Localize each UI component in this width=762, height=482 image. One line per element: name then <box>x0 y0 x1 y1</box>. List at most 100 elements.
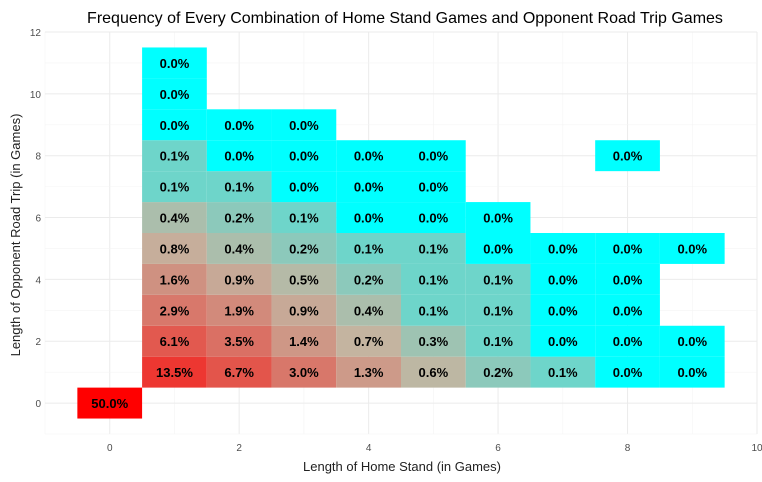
heatmap-cell <box>271 325 337 357</box>
cell-value-label: 0.4% <box>354 303 384 318</box>
heatmap-cell <box>336 233 401 264</box>
heatmap-cell <box>271 294 337 326</box>
x-tick-label: 4 <box>366 443 372 454</box>
heatmap-cell <box>206 171 272 203</box>
heatmap-cell <box>142 263 207 295</box>
cell-value-label: 0.0% <box>677 241 707 256</box>
cell-value-label: 0.0% <box>483 211 513 226</box>
cell-value-label: 3.0% <box>289 365 319 380</box>
heatmap-cells <box>77 47 725 419</box>
y-tick-label: 10 <box>30 90 42 101</box>
x-axis-ticks: 0 2 4 6 8 10 <box>107 443 762 454</box>
cell-value-label: 0.0% <box>548 272 578 287</box>
heatmap-cell <box>401 233 466 264</box>
heatmap-cell <box>659 356 725 388</box>
y-axis-title: Length of Opponent Road Trip (in Games) <box>8 114 23 357</box>
cell-value-label: 0.1% <box>289 211 319 226</box>
heatmap-cell <box>142 325 207 357</box>
cell-value-label: 6.7% <box>224 365 254 380</box>
heatmap-cell <box>595 294 660 326</box>
heatmap-cell <box>595 233 660 264</box>
heatmap-cell <box>465 263 531 295</box>
heatmap-cell <box>465 356 531 388</box>
heatmap-cell <box>659 233 725 264</box>
cell-value-label: 0.0% <box>289 180 319 195</box>
heatmap-cell <box>206 109 272 141</box>
cell-value-label: 1.6% <box>160 272 190 287</box>
cell-value-label: 0.1% <box>419 303 449 318</box>
cell-value-label: 0.6% <box>419 365 449 380</box>
heatmap-cell <box>465 202 531 233</box>
heatmap-cell <box>142 47 207 79</box>
cell-value-label: 0.1% <box>419 241 449 256</box>
heatmap-cell <box>142 233 207 264</box>
heatmap-cell <box>271 356 337 388</box>
cell-value-label: 0.0% <box>289 118 319 133</box>
heatmap-cell <box>595 140 660 172</box>
cell-value-label: 0.0% <box>160 56 190 71</box>
heatmap-cell <box>530 233 596 264</box>
y-tick-label: 8 <box>35 152 41 163</box>
cell-value-label: 0.0% <box>613 365 643 380</box>
x-tick-label: 2 <box>236 443 242 454</box>
cell-value-label: 0.0% <box>224 149 254 164</box>
heatmap-cell <box>271 263 337 295</box>
cell-value-label: 0.1% <box>224 180 254 195</box>
cell-value-label: 0.1% <box>160 180 190 195</box>
heatmap-cell <box>271 202 337 233</box>
heatmap-cell <box>142 171 207 203</box>
heatmap-cell <box>142 356 207 388</box>
cell-value-label: 6.1% <box>160 334 190 349</box>
cell-value-label: 0.0% <box>160 118 190 133</box>
cell-value-label: 50.0% <box>91 396 128 411</box>
cell-value-label: 0.0% <box>354 180 384 195</box>
cell-value-label: 0.0% <box>548 303 578 318</box>
heatmap-cell <box>401 140 466 172</box>
cell-value-label: 0.5% <box>289 272 319 287</box>
cell-value-label: 0.2% <box>483 365 513 380</box>
heatmap-cell <box>336 202 401 233</box>
cell-value-label: 0.1% <box>419 272 449 287</box>
y-tick-label: 4 <box>35 275 41 286</box>
x-tick-label: 8 <box>625 443 631 454</box>
cell-value-label: 0.7% <box>354 334 384 349</box>
cell-value-label: 0.0% <box>548 334 578 349</box>
x-tick-label: 10 <box>751 443 762 454</box>
heatmap-cell <box>530 356 596 388</box>
cell-value-label: 0.1% <box>483 334 513 349</box>
heatmap-cell <box>336 140 401 172</box>
cell-value-label: 2.9% <box>160 303 190 318</box>
heatmap-cell <box>77 387 143 419</box>
heatmap-cell <box>206 140 272 172</box>
y-tick-label: 6 <box>35 214 41 225</box>
heatmap-cell <box>142 140 207 172</box>
cell-value-label: 0.0% <box>483 241 513 256</box>
cell-value-label: 0.0% <box>613 241 643 256</box>
heatmap-cell <box>659 325 725 357</box>
heatmap-cell <box>271 233 337 264</box>
heatmap-cell <box>271 109 337 141</box>
cell-value-label: 0.1% <box>483 272 513 287</box>
cell-value-label: 0.4% <box>224 241 254 256</box>
heatmap-cell <box>336 325 401 357</box>
cell-labels: 50.0% 13.5% 6.7% 3.0% 1.3% 0.6% 0.2% 0.1% 0.0% 0.… <box>91 56 707 411</box>
heatmap-cell <box>401 171 466 203</box>
cell-value-label: 1.3% <box>354 365 384 380</box>
cell-value-label: 0.0% <box>548 241 578 256</box>
cell-value-label: 0.8% <box>160 241 190 256</box>
heatmap-cell <box>465 233 531 264</box>
heatmap-cell <box>142 202 207 233</box>
heatmap-cell <box>595 356 660 388</box>
heatmap-cell <box>206 325 272 357</box>
cell-value-label: 0.4% <box>160 211 190 226</box>
cell-value-label: 0.2% <box>354 272 384 287</box>
heatmap-cell <box>271 171 337 203</box>
x-tick-label: 6 <box>495 443 501 454</box>
heatmap-cell <box>142 109 207 141</box>
cell-value-label: 1.9% <box>224 303 254 318</box>
heatmap-cell <box>206 233 272 264</box>
heatmap-cell <box>401 263 466 295</box>
heatmap-cell <box>530 325 596 357</box>
heatmap-cell <box>142 78 207 110</box>
chart-title: Frequency of Every Combination of Home S… <box>87 10 723 27</box>
